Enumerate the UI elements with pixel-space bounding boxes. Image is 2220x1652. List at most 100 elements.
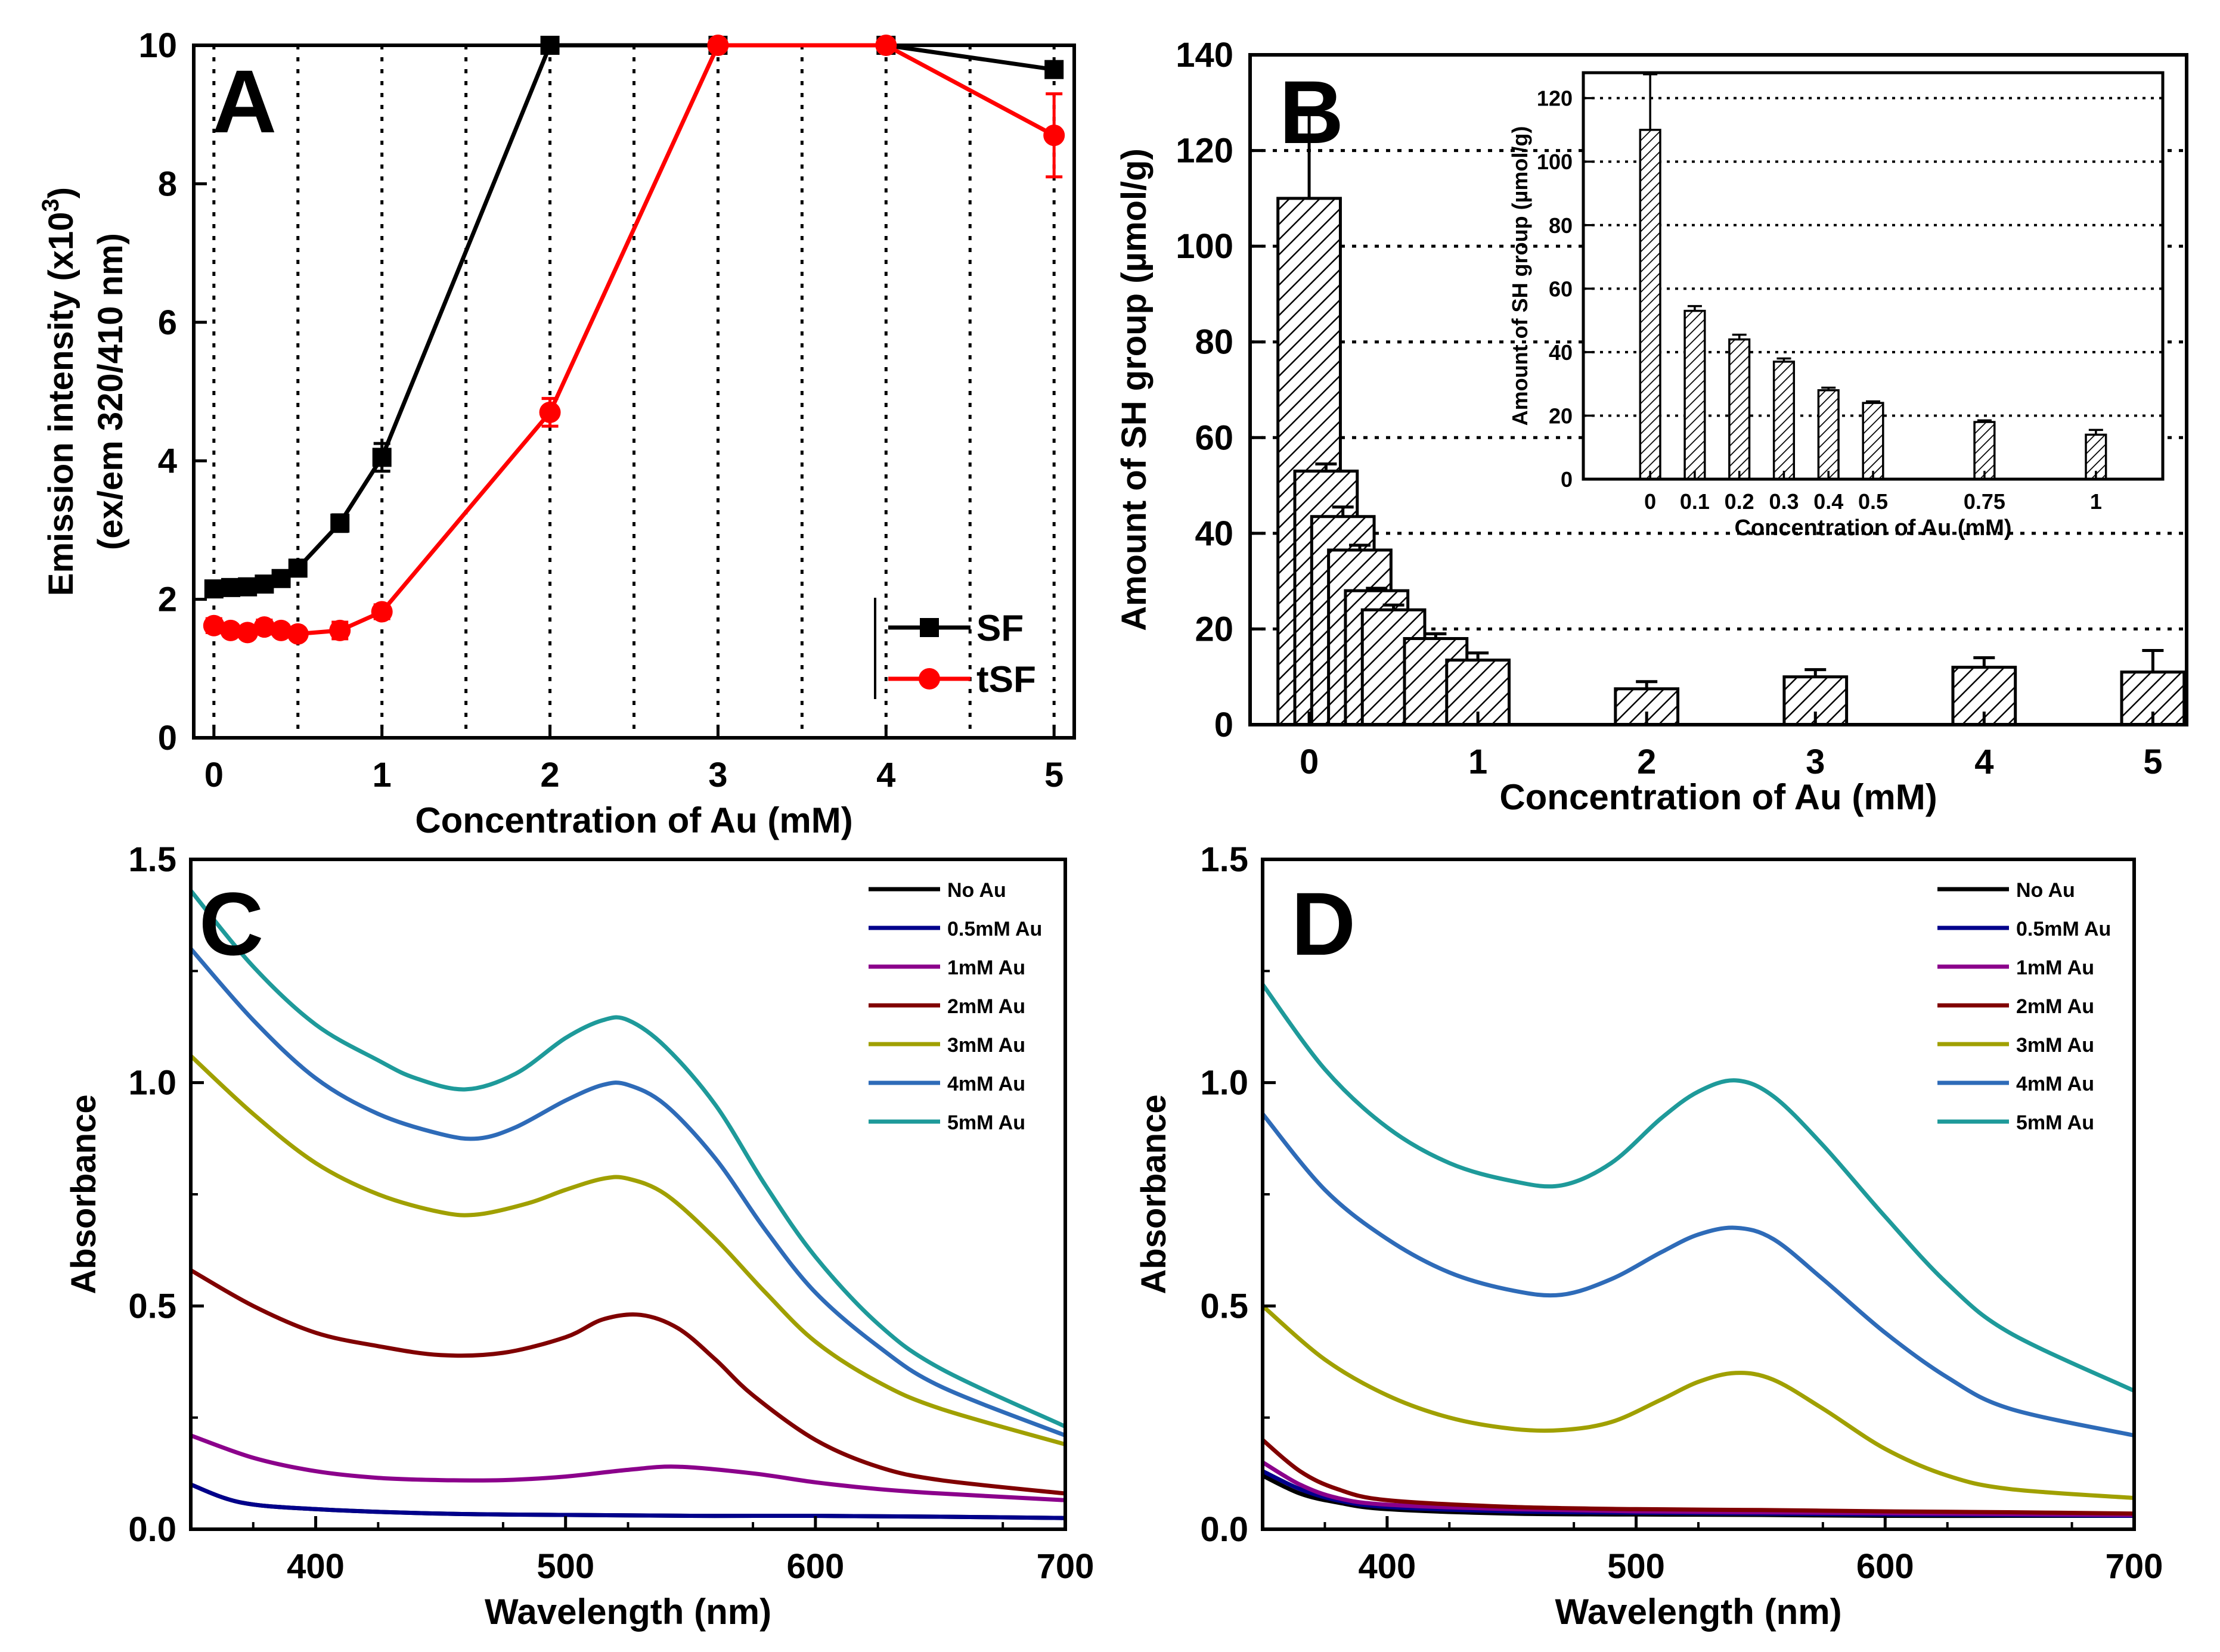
data-point bbox=[371, 601, 393, 623]
legend-label: 1mM Au bbox=[947, 957, 1025, 979]
x-axis-label: Wavelength (nm) bbox=[485, 1592, 771, 1632]
data-point bbox=[540, 36, 560, 55]
series-line-1mM-Au bbox=[191, 1433, 1065, 1502]
data-point bbox=[255, 575, 274, 594]
inset-x-tick-label: 0.5 bbox=[1858, 489, 1888, 514]
plot-area bbox=[1263, 859, 2134, 1529]
x-tick-label: 2 bbox=[1637, 743, 1656, 781]
inset-x-tick-label: 0 bbox=[1644, 489, 1656, 514]
legend-label: No Au bbox=[2016, 879, 2075, 902]
x-tick-label: 400 bbox=[1358, 1547, 1416, 1586]
x-tick-label: 600 bbox=[1856, 1547, 1914, 1586]
legend-label: 3mM Au bbox=[947, 1034, 1025, 1057]
legend-label: 2mM Au bbox=[2016, 995, 2094, 1018]
series-line-5mM-Au bbox=[1263, 983, 2134, 1393]
y-tick-label: 10 bbox=[138, 26, 177, 65]
panel-d-chart: 400 500 600 700 0.0 0.5 1.0 1.5 Wavelength (nm) A… bbox=[1134, 840, 2163, 1632]
x-axis-label: Concentration of Au (mM) bbox=[1499, 777, 1937, 817]
data-point bbox=[220, 619, 242, 641]
x-tick-label: 0 bbox=[204, 756, 224, 794]
x-axis-label: Concentration of Au (mM) bbox=[415, 800, 852, 840]
y-axis-label-sup: 3 bbox=[38, 198, 64, 212]
panel-label: C bbox=[199, 874, 263, 974]
y-tick-label: 4 bbox=[158, 442, 177, 480]
inset-x-tick-label: 0.1 bbox=[1680, 489, 1710, 514]
inset-x-tick-label: 0.3 bbox=[1769, 489, 1799, 514]
legend-marker bbox=[919, 668, 940, 690]
data-point bbox=[271, 569, 291, 588]
y-tick-label: 1.5 bbox=[1200, 840, 1248, 879]
series-line-0.5mM-Au bbox=[191, 1482, 1065, 1520]
legend-label: SF bbox=[976, 608, 1024, 649]
data-point bbox=[204, 579, 224, 599]
legend-label: 3mM Au bbox=[2016, 1034, 2094, 1057]
data-point bbox=[875, 35, 897, 56]
data-point bbox=[330, 513, 350, 533]
legend-label: tSF bbox=[976, 659, 1036, 700]
legend-label: 0.5mM Au bbox=[947, 918, 1042, 940]
data-point bbox=[287, 623, 309, 645]
x-tick-label: 5 bbox=[2143, 743, 2162, 781]
inset-y-tick-label: 0 bbox=[1561, 467, 1573, 492]
series-line-3mM-Au bbox=[191, 1054, 1065, 1446]
inset-bar bbox=[1817, 389, 1840, 480]
y-axis-label-part: ) bbox=[42, 187, 80, 198]
inset-y-tick-label: 40 bbox=[1549, 340, 1573, 365]
data-point bbox=[707, 35, 729, 56]
x-tick-label: 3 bbox=[1806, 743, 1825, 781]
y-tick-label: 20 bbox=[1195, 610, 1233, 648]
data-point bbox=[329, 619, 351, 641]
y-tick-label: 8 bbox=[158, 164, 177, 203]
y-tick-label: 60 bbox=[1195, 418, 1233, 457]
data-point bbox=[253, 616, 275, 638]
y-axis-label: Absorbance bbox=[64, 1094, 103, 1294]
series-line-2mM-Au bbox=[1263, 1438, 2134, 1516]
x-tick-label: 3 bbox=[708, 756, 727, 794]
x-tick-label: 700 bbox=[2106, 1547, 2163, 1586]
y-tick-label: 1.0 bbox=[128, 1064, 176, 1103]
data-point bbox=[288, 558, 308, 578]
x-tick-label: 700 bbox=[1037, 1547, 1095, 1586]
inset-x-tick-label: 1 bbox=[2090, 489, 2102, 514]
series-line-5mM-Au bbox=[191, 889, 1065, 1429]
x-tick-label: 500 bbox=[1607, 1547, 1665, 1586]
legend-label: 2mM Au bbox=[947, 995, 1025, 1018]
y-tick-label: 40 bbox=[1195, 514, 1233, 553]
data-point bbox=[372, 448, 392, 467]
x-tick-label: 600 bbox=[786, 1547, 844, 1586]
y-axis-label-line2: (ex/em 320/410 nm) bbox=[91, 233, 130, 550]
series-line-4mM-Au bbox=[191, 947, 1065, 1437]
x-tick-label: 0 bbox=[1300, 743, 1319, 781]
y-tick-label: 0 bbox=[158, 719, 177, 757]
y-tick-label: 0 bbox=[1214, 706, 1233, 744]
series-line-2mM-Au bbox=[191, 1268, 1065, 1496]
x-tick-label: 4 bbox=[876, 756, 895, 794]
y-tick-label: 140 bbox=[1176, 36, 1233, 74]
inset-bar bbox=[1728, 338, 1751, 480]
x-tick-label: 2 bbox=[540, 756, 559, 794]
y-tick-label: 100 bbox=[1176, 227, 1233, 266]
y-tick-label: 0.0 bbox=[1200, 1510, 1248, 1549]
legend-label: 5mM Au bbox=[2016, 1111, 2094, 1134]
inset-y-tick-label: 60 bbox=[1549, 277, 1573, 301]
inset-bar bbox=[1772, 361, 1796, 480]
plot-area bbox=[191, 859, 1065, 1529]
y-tick-label: 1.5 bbox=[128, 840, 176, 879]
y-tick-label: 0.5 bbox=[1200, 1287, 1248, 1325]
inset-y-tick-label: 80 bbox=[1549, 213, 1573, 238]
y-tick-label: 1.0 bbox=[1200, 1064, 1248, 1103]
data-point bbox=[539, 401, 561, 423]
inset-y-tick-label: 20 bbox=[1549, 403, 1573, 428]
y-axis-label-part: Emission intensity (x10 bbox=[42, 212, 80, 596]
inset-axes-frame bbox=[1582, 71, 2165, 481]
legend-label: 5mM Au bbox=[947, 1111, 1025, 1134]
series-line-3mM-Au bbox=[1263, 1304, 2134, 1501]
x-tick-label: 4 bbox=[1974, 743, 1993, 781]
x-axis-label: Wavelength (nm) bbox=[1555, 1592, 1841, 1632]
legend-label: No Au bbox=[947, 879, 1006, 902]
y-axis-label: Amount of SH group (µmol/g) bbox=[1115, 148, 1154, 631]
legend-label: 0.5mM Au bbox=[2016, 918, 2111, 940]
panel-label: A bbox=[212, 51, 277, 151]
y-axis-label: Emission intensity (x103) bbox=[38, 187, 80, 596]
